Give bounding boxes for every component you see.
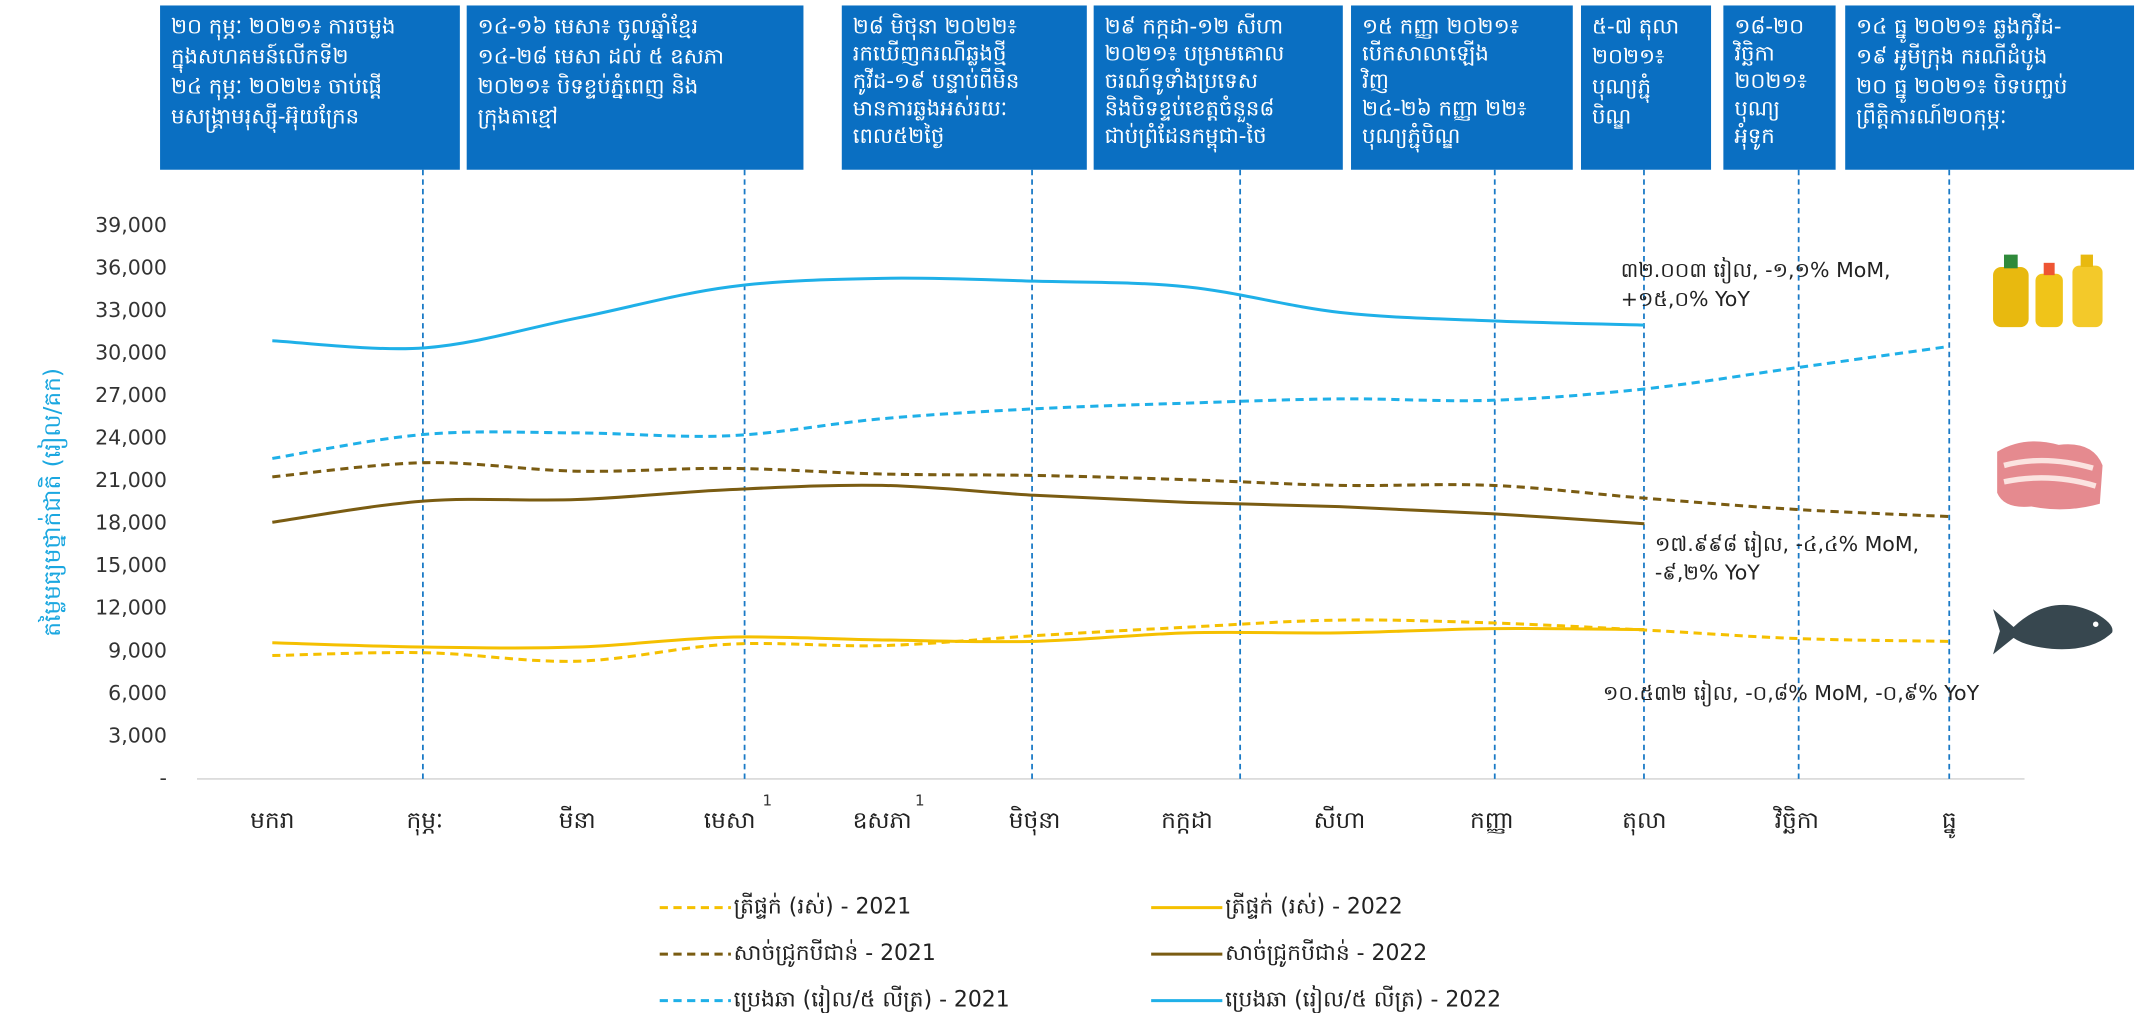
event-text: ២០ កុម្ភៈ ២០២១៖ ការចម្លង [171, 14, 395, 40]
series-line [272, 344, 1950, 460]
x-tick-label: កក្កដា [1161, 807, 1213, 834]
event-text: រកឃើញករណីឆ្លងថ្មី [853, 40, 1007, 67]
value-note: +១៥,០% YoY [1621, 287, 1751, 311]
x-tick-label: សីហា [1314, 805, 1366, 834]
value-note: -៩,២% YoY [1655, 561, 1760, 585]
y-tick-label: 21,000 [95, 468, 167, 492]
footnote-mark: 1 [763, 791, 773, 809]
event-box [160, 5, 460, 170]
value-note: ៣២.០០៣ រៀល, -១,១% MoM, [1621, 256, 1891, 284]
event-text: ២៩ កក្កដា-១២ សីហា [1105, 12, 1284, 39]
event-box [1093, 5, 1343, 170]
event-text: ២០២១៖ បិទខ្ទប់ភ្នំពេញ និង [478, 73, 699, 100]
y-tick-label: 36,000 [95, 255, 167, 279]
y-tick-label: 18,000 [95, 511, 167, 535]
event-text: បើកសាលាឡើង [1362, 40, 1489, 67]
event-text: ១៨-២០ [1734, 14, 1804, 39]
y-tick-label: 33,000 [95, 298, 167, 322]
event-box [1581, 5, 1712, 170]
legend-label: សាច់ជ្រូកបីជាន់ - 2022 [1225, 939, 1427, 967]
event-text: ១៥ កញ្ញា ២០២១៖ [1362, 14, 1519, 39]
legend-label: ប្រេងឆា (រៀល/៥ លីត្រ) - 2021 [734, 985, 1010, 1013]
event-box [466, 5, 804, 170]
event-text: ពេល៥២ថ្ងៃ [853, 122, 945, 149]
event-text: ២៤-២៦ កញ្ញា ២២៖ [1362, 97, 1527, 122]
x-tick-label: តុលា [1622, 807, 1666, 836]
pork-icon [1997, 441, 2103, 510]
event-text: ១៩ អូមីក្រុង ករណីដំបូង [1856, 42, 2047, 70]
series-line [272, 626, 1645, 650]
x-tick-label: មករា [250, 807, 294, 834]
y-tick-label: 9,000 [108, 638, 167, 662]
x-tick-label: កញ្ញា [1470, 807, 1514, 834]
event-text: ២០២១៖ [1734, 69, 1806, 94]
event-box [1845, 5, 2135, 170]
oil-icon [1993, 254, 2103, 328]
event-text: ក្នុងសហគមន៍លើកទី២ [171, 42, 349, 73]
y-axis-label: តម្លៃមធ្យមថ្នាក់ជាតិ (រៀល/គក) [37, 368, 68, 637]
y-tick-label: 15,000 [95, 553, 167, 577]
value-note: ១០.៥៣២ រៀល, -០,៨% MoM, -០,៩% YoY [1603, 679, 1980, 707]
x-tick-label: មេសា [704, 807, 756, 834]
event-text: វិច្ឆិកា [1732, 40, 1775, 67]
series-line [272, 618, 1950, 663]
event-text: ១៤-១៦ មេសា៖ ចូលឆ្នាំខ្មែរ [478, 12, 698, 40]
event-text: ២៤ កុម្ភៈ ២០២២៖ ចាប់ផ្ដើ [171, 73, 382, 101]
event-text: អុំទូក [1734, 122, 1774, 150]
y-tick-label: 27,000 [95, 383, 167, 407]
event-text: និងបិទខ្ទប់ខេត្តចំនួន៨ [1105, 95, 1275, 123]
event-text: ព្រឹត្តិការណ៍២០កុម្ភៈ [1856, 103, 2006, 131]
event-box [1723, 5, 1836, 170]
event-text: ២៨ មិថុនា ២០២២៖ [853, 12, 1017, 40]
event-text: ២០២១៖ [1592, 44, 1664, 69]
footnote-mark: 1 [915, 791, 925, 809]
legend-label: ត្រីផ្ទក់ (រស់) - 2021 [734, 893, 912, 920]
event-text: ១៤ ធ្នូ ២០២១៖ ឆ្លងកូវីដ- [1856, 12, 2061, 43]
event-text: មសង្គ្រាមរុស្ស៊ី-អ៊ុយក្រែន [171, 103, 359, 134]
series-line [272, 483, 1645, 526]
y-tick-label: 39,000 [95, 213, 167, 237]
legend-label: សាច់ជ្រូកបីជាន់ - 2021 [734, 939, 936, 967]
value-note: ១៧.៩៩៨ រៀល, -៤,៤% MoM, [1655, 530, 1919, 558]
y-tick-label: 30,000 [95, 340, 167, 364]
legend-label: ត្រីផ្ទក់ (រស់) - 2022 [1225, 893, 1403, 920]
event-text: ២០ ធ្នូ ២០២១៖ បិទបញ្ចប់ [1856, 73, 2067, 104]
x-tick-label: កុម្ភៈ [406, 807, 443, 836]
event-text: វិញ [1360, 67, 1389, 94]
x-tick-label: ឧសភា [853, 807, 912, 834]
event-text: ចរណ៍ទូទាំងប្រទេស [1105, 67, 1258, 95]
event-text: បិណ្ឌ [1592, 103, 1631, 130]
event-text: មានការឆ្លងអស់រយៈ [853, 95, 1008, 122]
series-line [272, 276, 1645, 351]
y-tick-label: 6,000 [108, 681, 167, 705]
event-text: បុណ្យភ្ជុំ [1592, 73, 1651, 104]
y-tick-label: 3,000 [108, 723, 167, 747]
y-tick-label: - [160, 766, 167, 790]
event-box [841, 5, 1087, 170]
event-text: កូវីដ-១៩ បន្ទាប់ពីមិន [853, 67, 1020, 95]
y-tick-label: 12,000 [95, 596, 167, 620]
event-text: បុណ្យ [1734, 97, 1780, 123]
event-text: ២០២១៖ បម្រាមគោល [1105, 42, 1285, 67]
series-line [272, 461, 1950, 519]
fish-icon [1993, 604, 2113, 655]
event-text: បុណ្យភ្ជុំបិណ្ឌ [1362, 122, 1460, 153]
x-tick-label: ធ្នូ [1942, 807, 1957, 839]
legend-label: ប្រេងឆា (រៀល/៥ លីត្រ) - 2022 [1225, 985, 1501, 1013]
event-box [1351, 5, 1573, 170]
y-tick-label: 24,000 [95, 426, 167, 450]
event-text: ជាប់ព្រំដែនកម្ពុជា-ថៃ [1105, 122, 1267, 153]
x-tick-label: មិថុនា [1009, 805, 1061, 836]
event-text: ៥-៧ តុលា [1592, 14, 1679, 40]
event-text: ក្រុងតាខ្មៅ [478, 105, 558, 131]
x-tick-label: វិច្ឆិកា [1773, 805, 1819, 834]
event-text: ១៤-២៨ មេសា ដល់ ៥ ឧសភា [478, 42, 724, 69]
x-tick-label: មីនា [559, 805, 596, 834]
